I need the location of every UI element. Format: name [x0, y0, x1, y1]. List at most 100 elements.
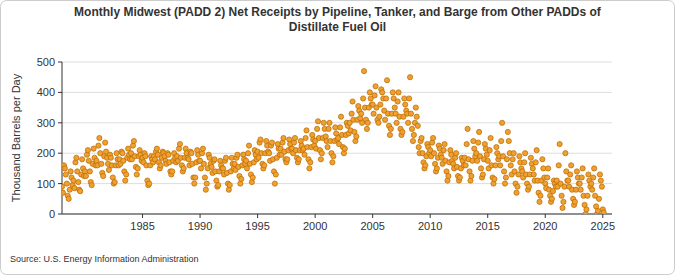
- point: [147, 181, 152, 186]
- point: [354, 134, 359, 139]
- point: [596, 196, 601, 201]
- point: [177, 141, 182, 146]
- point: [442, 141, 447, 146]
- point: [239, 176, 244, 181]
- point: [580, 166, 585, 171]
- point: [303, 135, 308, 140]
- point: [296, 157, 301, 162]
- x-tick-label: 2020: [533, 220, 557, 232]
- point: [197, 158, 202, 163]
- point: [388, 126, 393, 131]
- point: [143, 154, 148, 159]
- x-tick: [430, 214, 431, 218]
- point: [99, 161, 104, 166]
- point: [511, 151, 516, 156]
- point: [318, 157, 323, 162]
- point: [369, 102, 374, 107]
- point: [63, 172, 68, 177]
- point: [396, 90, 401, 95]
- point: [510, 157, 515, 162]
- point: [365, 120, 370, 125]
- point: [487, 148, 492, 153]
- point: [595, 208, 600, 213]
- point: [560, 205, 565, 210]
- point: [390, 90, 395, 95]
- point: [584, 207, 589, 212]
- x-tick-label: 2015: [475, 220, 499, 232]
- point: [281, 135, 286, 140]
- point: [330, 160, 335, 165]
- point: [373, 84, 378, 89]
- point: [285, 157, 290, 162]
- point: [561, 199, 566, 204]
- x-axis: [62, 214, 612, 215]
- point: [534, 148, 539, 153]
- point: [392, 105, 397, 110]
- point: [338, 125, 343, 130]
- point: [498, 163, 503, 168]
- point: [501, 169, 506, 174]
- point: [589, 181, 594, 186]
- point: [463, 163, 468, 168]
- point: [245, 151, 250, 156]
- title-line: Distillate Fuel Oil: [289, 20, 386, 34]
- point: [382, 117, 387, 122]
- point: [531, 172, 536, 177]
- chart: Monthly Midwest (PADD 2) Net Receipts by…: [0, 0, 675, 275]
- point: [576, 181, 581, 186]
- point: [465, 126, 470, 131]
- point: [434, 166, 439, 171]
- point: [502, 181, 507, 186]
- point: [103, 140, 108, 145]
- point: [186, 157, 191, 162]
- point: [331, 154, 336, 159]
- point: [325, 145, 330, 150]
- x-tick-label: 2005: [360, 220, 384, 232]
- point: [411, 132, 416, 137]
- point: [586, 172, 591, 177]
- point: [494, 145, 499, 150]
- point: [537, 199, 542, 204]
- point: [372, 93, 377, 98]
- point: [441, 148, 446, 153]
- point: [577, 181, 582, 186]
- point: [269, 140, 274, 145]
- point: [64, 181, 69, 186]
- point: [220, 166, 225, 171]
- y-tick: [58, 122, 62, 123]
- point: [131, 138, 136, 143]
- point: [350, 99, 355, 104]
- point: [361, 96, 366, 101]
- y-tick: [58, 62, 62, 63]
- point: [200, 146, 205, 151]
- x-tick-label: 2025: [591, 220, 615, 232]
- point: [394, 120, 399, 125]
- grid-line: [62, 214, 612, 215]
- point: [471, 138, 476, 143]
- point: [72, 186, 77, 191]
- point: [204, 181, 209, 186]
- y-tick: [58, 214, 62, 215]
- point: [342, 146, 347, 151]
- point: [189, 151, 194, 156]
- point: [62, 166, 67, 171]
- point: [333, 125, 338, 130]
- point: [181, 166, 186, 171]
- point: [384, 96, 389, 101]
- point: [203, 187, 208, 192]
- point: [223, 155, 228, 160]
- point: [304, 128, 309, 133]
- point: [395, 99, 400, 104]
- x-tick: [200, 214, 201, 218]
- point: [235, 152, 240, 157]
- source: Source: U.S. Energy Information Administ…: [10, 254, 199, 264]
- point: [384, 78, 389, 83]
- point: [523, 151, 528, 156]
- y-tick: [58, 183, 62, 184]
- point: [592, 166, 597, 171]
- point: [545, 175, 550, 180]
- point: [308, 160, 313, 165]
- point: [402, 96, 407, 101]
- point: [112, 179, 117, 184]
- point: [258, 137, 263, 142]
